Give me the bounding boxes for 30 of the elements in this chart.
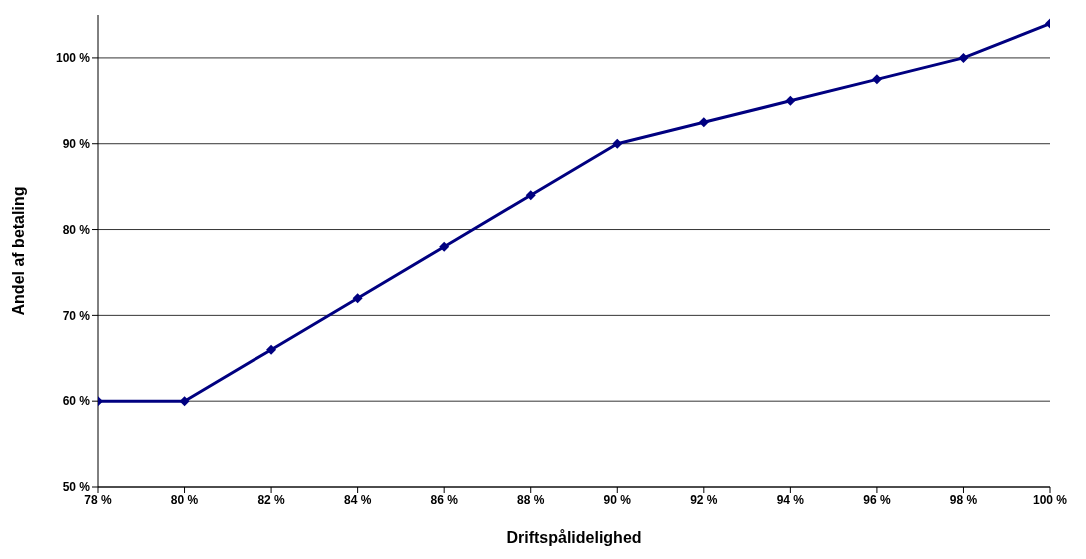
point xyxy=(785,95,796,106)
y-tick-label: 50 % xyxy=(62,480,91,495)
x-tick-label: 80 % xyxy=(170,492,199,507)
y-tick-label: 80 % xyxy=(62,222,91,237)
x-tick-label: 84 % xyxy=(343,492,372,507)
x-tick-label: 96 % xyxy=(863,492,891,507)
y-tick-label: 100 % xyxy=(55,51,91,66)
x-tick-label: 98 % xyxy=(949,492,978,507)
point xyxy=(439,241,450,252)
x-tick-label: 82 % xyxy=(257,492,286,507)
y-tick-label: 90 % xyxy=(62,136,91,151)
x-axis-title: Driftspålidelighed xyxy=(506,529,642,546)
x-tick-label: 78 % xyxy=(84,492,112,507)
y-axis-title: Andel af betaling xyxy=(9,186,27,316)
y-tick-label: 60 % xyxy=(62,394,91,409)
point xyxy=(525,190,536,201)
point xyxy=(352,293,363,304)
x-tick-label: 100 % xyxy=(1032,492,1068,507)
x-tick-label: 90 % xyxy=(603,492,632,507)
point xyxy=(179,396,190,407)
point xyxy=(698,117,709,128)
x-tick-label: 86 % xyxy=(430,492,459,507)
x-tick-label: 94 % xyxy=(776,492,805,507)
x-tick-label: 92 % xyxy=(690,492,718,507)
y-tick-label: 70 % xyxy=(62,308,91,323)
point xyxy=(871,74,882,85)
point xyxy=(612,138,623,149)
point xyxy=(266,344,277,355)
x-tick-label: 88 % xyxy=(517,492,545,507)
point xyxy=(958,52,969,63)
